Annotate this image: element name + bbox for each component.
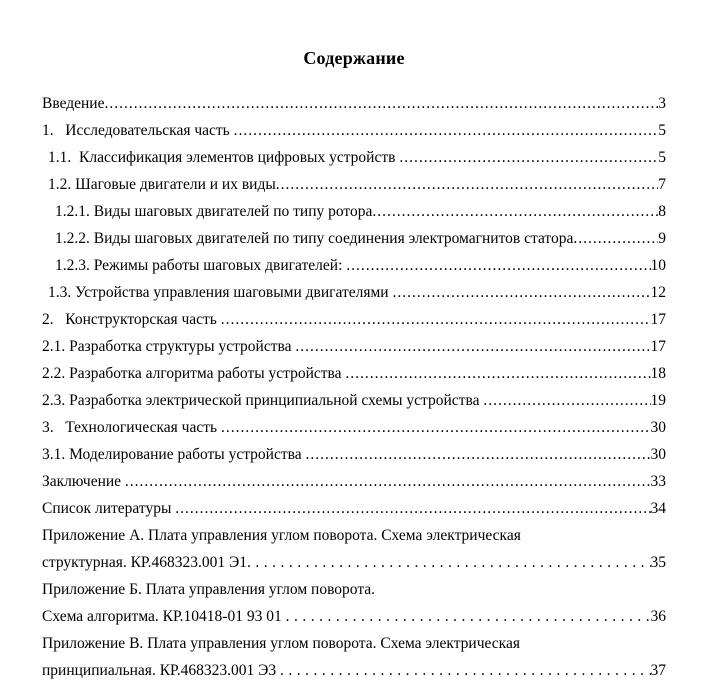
toc-entry-label: 2.1. Разработка структуры устройства [42, 338, 296, 355]
toc-entry: принципиальная. КР.468323.001 Э3 37 [42, 657, 666, 684]
toc-entry-page: 37 [650, 662, 667, 679]
toc-entry: 1.2. Шаговые двигатели и их виды 7 [42, 171, 666, 198]
toc-entry: 2. Конструкторская часть 17 [42, 306, 666, 333]
toc-entry-page: 3 [658, 95, 666, 112]
toc-leader-dots [221, 306, 651, 333]
toc-entry-label: 2.3. Разработка электрической принципиал… [42, 392, 484, 409]
toc-leader-dots [247, 549, 651, 576]
toc-entry: Приложение А. Плата управления углом пов… [42, 522, 666, 549]
toc-leader-dots [399, 144, 658, 171]
toc-entry-label: 1.2.2. Виды шаговых двигателей по типу с… [55, 230, 574, 247]
toc-entry: 3. Технологическая часть 30 [42, 414, 666, 441]
toc-entry: 1.2.2. Виды шаговых двигателей по типу с… [42, 225, 666, 252]
toc-entry-label: 3. Технологическая часть [42, 419, 221, 436]
toc-entry-page: 33 [650, 473, 667, 490]
toc-entry-page: 18 [650, 365, 667, 382]
toc-leader-dots [372, 198, 658, 225]
toc-leader-dots [483, 387, 650, 414]
toc-leader-dots [345, 360, 650, 387]
toc-leader-dots [573, 225, 658, 252]
toc-leader-dots [392, 279, 650, 306]
toc-entry-label: Приложение Б. Плата управления углом пов… [42, 581, 376, 598]
toc-entry-page: 17 [650, 338, 667, 355]
toc-entry-page: 8 [658, 203, 666, 220]
toc-entry-page: 30 [650, 419, 667, 436]
toc-entry-page: 30 [650, 446, 667, 463]
toc-entry-page: 12 [650, 284, 667, 301]
toc-entry-page: 34 [650, 500, 667, 517]
toc-entry-label: Приложение А. Плата управления углом пов… [42, 527, 521, 544]
toc-entry-label: Список литературы [42, 500, 176, 517]
toc-leader-dots [295, 333, 650, 360]
toc-leader-dots [306, 441, 651, 468]
toc-entry-label: 1.2.3. Режимы работы шаговых двигателей: [55, 257, 347, 274]
toc-entry-page: 9 [658, 230, 666, 247]
toc-entry: 1.2.1. Виды шаговых двигателей по типу р… [42, 198, 666, 225]
toc-entry: 1.3. Устройства управления шаговыми двиг… [42, 279, 666, 306]
toc-leader-dots [276, 171, 659, 198]
toc-leader-dots [175, 495, 650, 522]
toc-entry-label: принципиальная. КР.468323.001 Э3 [42, 662, 280, 679]
toc-entry-label: 1. Исследовательская часть [42, 122, 234, 139]
toc-entry: Приложение Б. Плата управления углом пов… [42, 576, 666, 603]
toc-entry: 2.3. Разработка электрической принципиал… [42, 387, 666, 414]
toc-entry-label: Введение [42, 95, 105, 112]
toc-leader-dots [125, 468, 651, 495]
toc-entry: 1.2.3. Режимы работы шаговых двигателей:… [42, 252, 666, 279]
toc-entry-label: Схема алгоритма. КР.10418-01 93 01 [42, 608, 286, 625]
toc-entry-page: 19 [650, 392, 667, 409]
toc-entry-label: 1.2. Шаговые двигатели и их виды [48, 176, 276, 193]
toc-entry-page: 36 [650, 608, 667, 625]
toc-leader-dots [286, 603, 651, 630]
toc-entry-label: 1.2.1. Виды шаговых двигателей по типу р… [55, 203, 373, 220]
toc-leader-dots [346, 252, 650, 279]
toc-entry: Список литературы 34 [42, 495, 666, 522]
toc-entry-label: Приложение В. Плата управления углом пов… [42, 635, 520, 652]
toc-entry-page: 17 [650, 311, 667, 328]
toc-entry: Приложение В. Плата управления углом пов… [42, 630, 666, 657]
toc-entry: 2.1. Разработка структуры устройства 17 [42, 333, 666, 360]
toc-entry: 2.2. Разработка алгоритма работы устройс… [42, 360, 666, 387]
toc-leader-dots [280, 657, 651, 684]
toc-entry-label: 1.3. Устройства управления шаговыми двиг… [48, 284, 393, 301]
toc-entry-page: 35 [650, 554, 667, 571]
toc-leader-dots [234, 117, 659, 144]
toc-leader-dots [104, 90, 658, 117]
page-title: Содержание [303, 48, 405, 68]
toc-entry-page: 10 [650, 257, 667, 274]
toc-entry: Заключение 33 [42, 468, 666, 495]
toc-entry: Введение 3 [42, 90, 666, 117]
toc-entry-label: структурная. КР.468323.001 Э1 [42, 554, 247, 571]
toc-entry: 1. Исследовательская часть 5 [42, 117, 666, 144]
toc-entry: структурная. КР.468323.001 Э1 35 [42, 549, 666, 576]
toc-entry-page: 5 [658, 149, 666, 166]
toc-entry-label: 1.1. Классификация элементов цифровых ус… [48, 149, 400, 166]
toc-entry-page: 5 [658, 122, 666, 139]
toc-entry: 3.1. Моделирование работы устройства 30 [42, 441, 666, 468]
toc-entry-label: 2.2. Разработка алгоритма работы устройс… [42, 365, 346, 382]
toc-list: Введение 3 1. Исследовательская часть 5 … [42, 90, 666, 684]
toc-entry: Схема алгоритма. КР.10418-01 93 01 36 [42, 603, 666, 630]
toc-entry: 1.1. Классификация элементов цифровых ус… [42, 144, 666, 171]
toc-entry-label: 2. Конструкторская часть [42, 311, 221, 328]
document-page: Содержание Введение 3 1. Исследовательск… [42, 0, 666, 684]
toc-leader-dots [221, 414, 651, 441]
toc-entry-label: Заключение [42, 473, 125, 490]
toc-entry-label: 3.1. Моделирование работы устройства [42, 446, 306, 463]
toc-entry-page: 7 [658, 176, 666, 193]
